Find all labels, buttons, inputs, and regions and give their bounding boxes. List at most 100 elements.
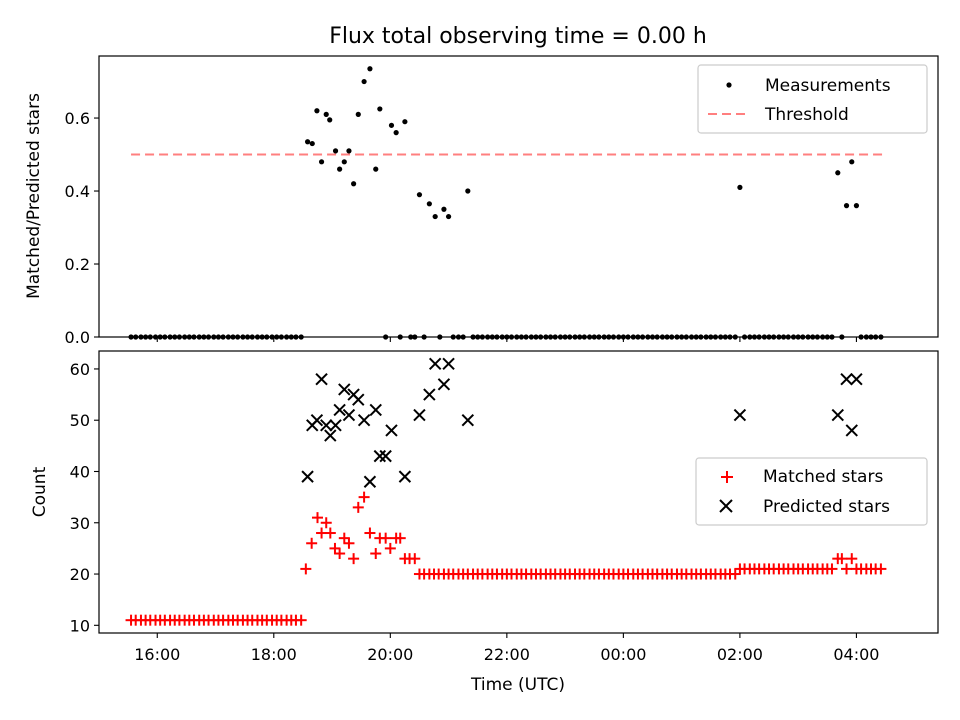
x-tick-label: 16:00 [134, 645, 180, 664]
predicted-star-point [333, 403, 346, 417]
legend-threshold-label: Threshold [764, 105, 849, 125]
top-axes-frame [98, 55, 939, 338]
predicted-star-point [840, 372, 853, 386]
bottom-tick-layer: 16:00 18:00 20:00 22:00 00:00 02:00 04:00 10 20 3… [70, 360, 880, 664]
matched-star-point [348, 553, 360, 565]
measurement-point [323, 111, 329, 117]
predicted-star-point [845, 424, 858, 437]
measurement-point [337, 166, 343, 172]
predicted-star-point [461, 414, 475, 427]
legend-predicted-label: Predicted stars [763, 497, 890, 517]
measurement-point [332, 148, 339, 154]
matched-star-point [370, 548, 382, 560]
predicted-star-point [315, 372, 328, 386]
bottom-legend: Matched stars Predicted stars [695, 457, 928, 526]
predicted-star-point [342, 408, 356, 422]
measurement-point [351, 181, 357, 187]
legend-measurement-marker [726, 82, 732, 88]
predicted-star-point [379, 449, 392, 463]
matched-star-point [846, 553, 858, 565]
matched-star-point [836, 553, 848, 565]
x-tick-label: 00:00 [600, 645, 646, 664]
top-legend: Measurements Threshold [697, 64, 928, 134]
bottom-legend-box [695, 457, 928, 526]
measurement-point [416, 192, 423, 198]
predicted-star-point [398, 470, 412, 483]
measurement-point [835, 170, 841, 176]
matched-star-point [300, 563, 312, 575]
matched-star-point [306, 537, 318, 549]
predicted-star-point [352, 393, 365, 406]
matched-star-point [295, 614, 307, 626]
bottom-y-tick-label: 30 [70, 514, 90, 533]
predicted-star-point [442, 357, 455, 371]
matched-star-point [343, 537, 355, 549]
legend-measurements-label: Measurements [765, 76, 891, 96]
predicted-star-point [733, 408, 747, 422]
predicted-star-point [437, 378, 451, 391]
x-tick-label: 02:00 [717, 645, 763, 664]
measurement-point [373, 166, 379, 172]
legend-matched-label: Matched stars [763, 467, 883, 487]
predicted-star-point [428, 357, 442, 371]
measurement-point [346, 148, 352, 154]
top-tick-layer: 0.0 0.2 0.4 0.6 [65, 109, 857, 347]
bottom-y-tick-label: 50 [70, 411, 90, 430]
predicted-star-point [831, 408, 844, 422]
measurement-point [445, 213, 452, 220]
top-y-tick-label: 0.0 [65, 328, 90, 347]
matched-star-point [364, 527, 376, 539]
top-y-axis-label: Matched/Predicted stars [24, 93, 44, 299]
matched-star-point [324, 527, 336, 539]
matched-star-point [352, 501, 364, 513]
bottom-panel: 16:00 18:00 20:00 22:00 00:00 02:00 04:00 10 20 3… [30, 350, 939, 695]
measurement-point [355, 111, 361, 117]
measurement-point [441, 206, 447, 212]
bottom-y-tick-label: 40 [70, 462, 90, 481]
measurement-point [377, 106, 383, 112]
matched-star-points [125, 491, 887, 626]
measurement-point [314, 108, 320, 114]
matched-star-point [826, 563, 838, 575]
top-legend-box [697, 64, 928, 134]
predicted-star-point [338, 383, 351, 396]
x-tick-label: 22:00 [484, 645, 530, 664]
bottom-axes-frame [98, 350, 939, 634]
bottom-y-tick-label: 20 [70, 565, 90, 584]
predicted-star-point [423, 388, 436, 401]
predicted-star-point [369, 403, 382, 417]
measurement-point [843, 203, 850, 209]
matched-star-point [311, 512, 323, 524]
matched-star-point [380, 532, 392, 544]
measurement-point [304, 139, 311, 145]
measurement-point [432, 213, 438, 220]
measurement-point [853, 203, 860, 209]
predicted-star-point [310, 414, 324, 427]
matched-star-point [358, 491, 370, 503]
bottom-y-tick-label: 60 [70, 360, 90, 379]
x-tick-label: 18:00 [251, 645, 297, 664]
legend-matched-marker [721, 471, 733, 483]
measurement-point [327, 117, 333, 123]
predicted-star-point [373, 449, 387, 463]
measurement-point [361, 78, 367, 85]
measurement-point [341, 159, 347, 165]
bottom-y-axis-label: Count [30, 466, 50, 517]
measurement-point [426, 201, 432, 207]
bottom-y-tick-label: 10 [70, 616, 90, 635]
predicted-star-point [363, 475, 377, 488]
x-axis-label: Time (UTC) [470, 675, 565, 695]
top-y-tick-label: 0.6 [65, 109, 90, 128]
chart-title: Flux total observing time = 0.00 h [329, 24, 707, 49]
top-y-tick-label: 0.4 [65, 182, 90, 201]
measurement-point [393, 130, 399, 136]
matched-star-point [384, 542, 396, 554]
measurement-point [849, 159, 855, 165]
x-tick-label: 04:00 [833, 645, 879, 664]
measurement-point [367, 66, 373, 72]
x-tick-label: 20:00 [367, 645, 413, 664]
predicted-star-point [850, 372, 863, 386]
measurement-point [402, 119, 408, 125]
predicted-star-point [357, 414, 371, 427]
